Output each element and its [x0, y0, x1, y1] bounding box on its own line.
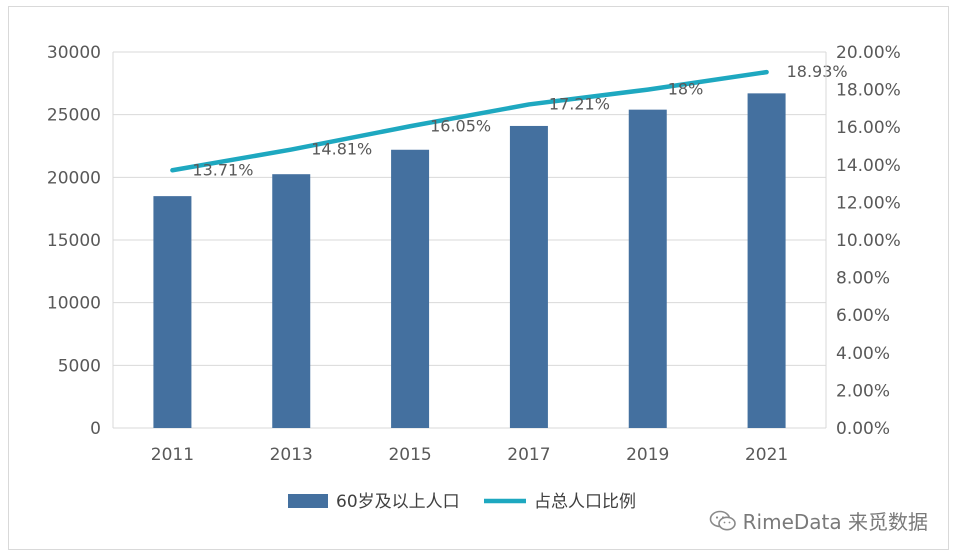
x-tick-label: 2015 [388, 445, 431, 465]
data-label: 17.21% [549, 94, 610, 113]
watermark: RimeData 来觅数据 [704, 504, 932, 537]
y-left-tick-label: 30000 [47, 43, 101, 63]
y-left-tick-label: 5000 [58, 356, 101, 376]
y-left-tick-label: 10000 [47, 294, 101, 314]
y-right-tick-label: 16.00% [836, 118, 901, 138]
bar [747, 93, 786, 429]
bar [391, 149, 430, 428]
y-right-tick-label: 10.00% [836, 231, 901, 251]
y-right-tick-label: 8.00% [836, 269, 890, 289]
y-left-tick-label: 0 [90, 419, 101, 439]
data-label: 18.93% [787, 62, 848, 81]
y-right-tick-label: 18.00% [836, 81, 901, 101]
y-right-tick-label: 14.00% [836, 156, 901, 176]
y-right-tick-label: 20.00% [836, 43, 901, 63]
x-tick-label: 2017 [507, 445, 550, 465]
y-right-tick-label: 4.00% [836, 344, 890, 364]
line-series-path [170, 69, 769, 173]
axes: 0 5000 10000 15000 20000 25000 30000 0.00% 2.00%… [47, 43, 901, 465]
data-label: 16.05% [430, 116, 491, 135]
legend: 60岁及以上人口 占总人口比例 [288, 492, 636, 512]
x-tick-label: 2019 [626, 445, 669, 465]
data-labels: 13.71% 14.81% 16.05% 17.21% 18% 18.93% [192, 62, 847, 179]
watermark-text: RimeData 来觅数据 [742, 510, 928, 534]
x-tick-label: 2013 [270, 445, 313, 465]
bar [272, 174, 311, 428]
legend-swatch-bar [288, 494, 328, 508]
data-label: 18% [668, 80, 704, 99]
grid-lines [113, 51, 826, 429]
y-right-tick-label: 0.00% [836, 419, 890, 439]
bar [628, 109, 667, 429]
data-label: 13.71% [192, 160, 253, 179]
y-right-tick-label: 12.00% [836, 193, 901, 213]
data-label: 14.81% [311, 140, 372, 159]
x-tick-label: 2011 [151, 445, 194, 465]
y-right-tick-label: 6.00% [836, 306, 890, 326]
bar [509, 125, 548, 429]
bar-series [153, 93, 786, 429]
line-series [170, 69, 769, 173]
legend-label: 占总人口比例 [534, 492, 636, 512]
legend-label: 60岁及以上人口 [336, 492, 460, 512]
y-left-tick-label: 25000 [47, 106, 101, 126]
y-right-tick-label: 2.00% [836, 381, 890, 401]
wechat-icon [709, 510, 736, 530]
bar [153, 196, 192, 428]
y-left-tick-label: 20000 [47, 168, 101, 188]
x-tick-label: 2021 [745, 445, 788, 465]
y-left-tick-label: 15000 [47, 231, 101, 251]
